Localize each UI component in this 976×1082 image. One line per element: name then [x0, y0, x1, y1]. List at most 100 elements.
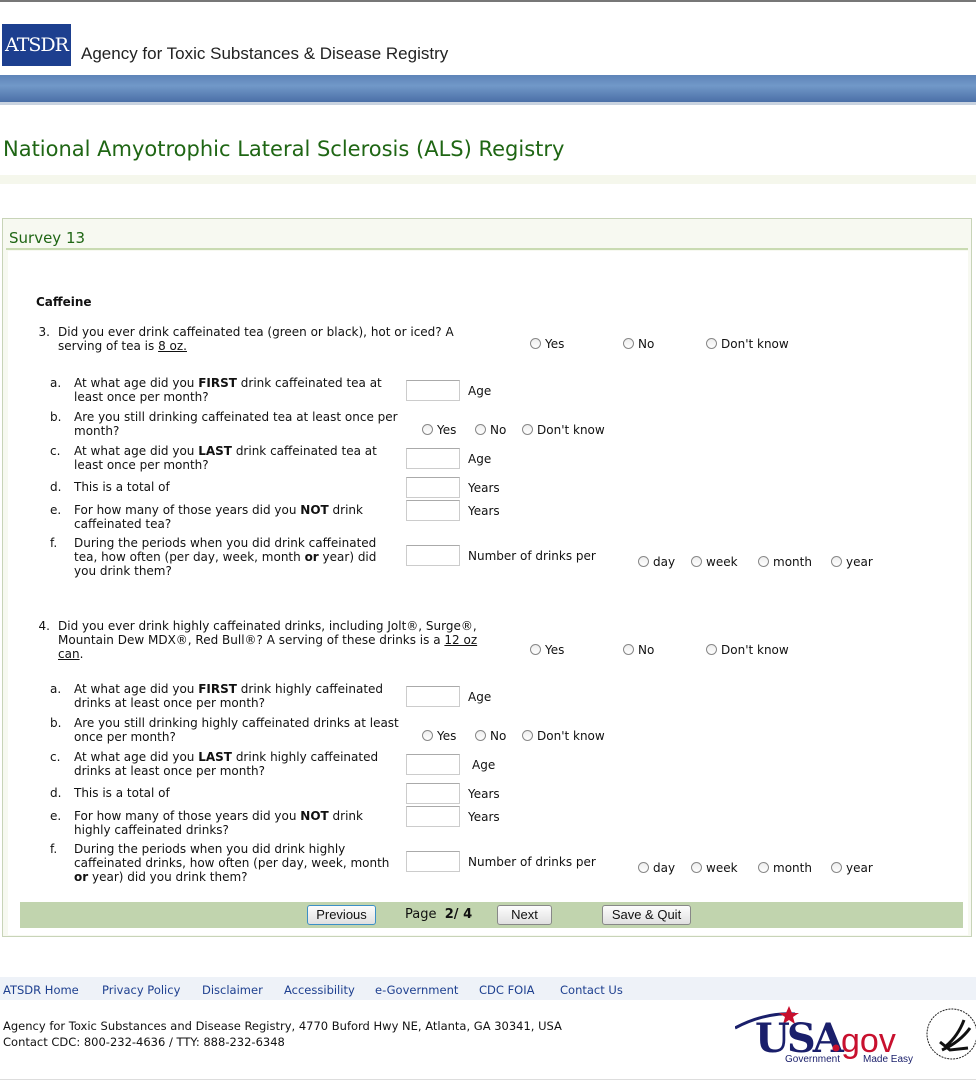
- footer-link-egov[interactable]: e-Government: [375, 983, 459, 997]
- unit-label: Number of drinks per: [468, 549, 596, 563]
- radio-year[interactable]: year: [831, 861, 873, 875]
- sub-letter: d.: [50, 786, 62, 800]
- answer-input[interactable]: [406, 500, 460, 521]
- radio-yes[interactable]: Yes: [422, 423, 456, 437]
- sub-question-text: At what age did you LAST drink highly ca…: [74, 750, 379, 778]
- sub-question-text: At what age did you FIRST drink highly c…: [74, 682, 384, 710]
- radio-week[interactable]: week: [691, 861, 738, 875]
- radio-button[interactable]: [422, 730, 433, 741]
- sub-letter: d.: [50, 480, 62, 494]
- radio-button[interactable]: [638, 862, 649, 873]
- radio-button[interactable]: [706, 644, 717, 655]
- radio-label: year: [846, 861, 873, 875]
- answer-input[interactable]: [406, 686, 460, 707]
- radio-button[interactable]: [530, 338, 541, 349]
- footer-link-accessibility[interactable]: Accessibility: [284, 983, 355, 997]
- radio-button[interactable]: [691, 556, 702, 567]
- radio-button[interactable]: [638, 556, 649, 567]
- radio-yes[interactable]: Yes: [530, 337, 564, 351]
- radio-no[interactable]: No: [475, 423, 506, 437]
- radio-button[interactable]: [831, 556, 842, 567]
- footer-link-contact[interactable]: Contact Us: [560, 983, 623, 997]
- question-text: Did you ever drink caffeinated tea (gree…: [58, 325, 454, 353]
- radio-month[interactable]: month: [758, 861, 812, 875]
- question-text: Did you ever drink highly caffeinated dr…: [58, 619, 478, 661]
- radio-button[interactable]: [691, 862, 702, 873]
- answer-input[interactable]: [406, 783, 460, 804]
- radio-label: week: [706, 861, 738, 875]
- radio-label: No: [490, 729, 507, 743]
- radio-no[interactable]: No: [623, 337, 654, 351]
- radio-yes[interactable]: Yes: [422, 729, 456, 743]
- divider: [0, 175, 976, 184]
- footer-link-foia[interactable]: CDC FOIA: [479, 983, 535, 997]
- radio-button[interactable]: [706, 338, 717, 349]
- radio-button[interactable]: [623, 338, 634, 349]
- radio-yes[interactable]: Yes: [530, 643, 564, 657]
- radio-button[interactable]: [623, 644, 634, 655]
- sub-letter: f.: [50, 536, 58, 550]
- radio-button[interactable]: [831, 862, 842, 873]
- button-bar: [20, 902, 963, 928]
- radio-label: month: [773, 861, 812, 875]
- answer-input[interactable]: [406, 806, 460, 827]
- question-number: 3.: [38, 325, 50, 339]
- sub-question-text: During the periods when you did drink hi…: [74, 842, 390, 884]
- answer-input[interactable]: [406, 545, 460, 566]
- svg-text:USA: USA: [755, 1015, 845, 1062]
- radio-week[interactable]: week: [691, 555, 738, 569]
- emphasis: or: [74, 870, 89, 884]
- next-button[interactable]: Next: [497, 905, 552, 925]
- section-heading: Caffeine: [36, 295, 92, 309]
- unit-label: Age: [468, 690, 492, 704]
- page-label: Page: [405, 907, 437, 922]
- radio-button[interactable]: [758, 556, 769, 567]
- answer-input[interactable]: [406, 380, 460, 401]
- answer-input[interactable]: [406, 851, 460, 872]
- unit-label: Age: [472, 758, 496, 772]
- sub-letter: f.: [50, 842, 58, 856]
- radio-button[interactable]: [522, 424, 533, 435]
- radio-button[interactable]: [758, 862, 769, 873]
- radio-dont-know[interactable]: Don't know: [706, 337, 789, 351]
- radio-dont-know[interactable]: Don't know: [522, 423, 605, 437]
- radio-dont-know[interactable]: Don't know: [522, 729, 605, 743]
- atsdr-logo[interactable]: ATSDR: [2, 24, 71, 66]
- radio-button[interactable]: [522, 730, 533, 741]
- radio-no[interactable]: No: [623, 643, 654, 657]
- top-border: [0, 0, 976, 2]
- emphasis: or: [304, 550, 319, 564]
- radio-dont-know[interactable]: Don't know: [706, 643, 789, 657]
- unit-label: Years: [468, 504, 500, 518]
- previous-button[interactable]: Previous: [307, 905, 376, 925]
- radio-year[interactable]: year: [831, 555, 873, 569]
- unit-label: Years: [468, 787, 500, 801]
- footer-link-privacy[interactable]: Privacy Policy: [102, 983, 181, 997]
- answer-input[interactable]: [406, 754, 460, 775]
- footer-link-atsdr-home[interactable]: ATSDR Home: [3, 983, 79, 997]
- footer-link-disclaimer[interactable]: Disclaimer: [202, 983, 263, 997]
- hhs-seal[interactable]: [924, 1006, 976, 1062]
- nav-bar: [0, 75, 976, 105]
- radio-label: Don't know: [537, 729, 605, 743]
- radio-day[interactable]: day: [638, 861, 675, 875]
- serving-size: 8 oz.: [158, 339, 187, 353]
- save-quit-button[interactable]: Save & Quit: [602, 905, 691, 925]
- answer-input[interactable]: [406, 477, 460, 498]
- sub-question-text: This is a total of: [74, 480, 170, 494]
- sub-letter: c.: [50, 750, 61, 764]
- radio-no[interactable]: No: [475, 729, 506, 743]
- sub-question-text: For how many of those years did you NOT …: [74, 809, 363, 837]
- radio-button[interactable]: [475, 424, 486, 435]
- answer-input[interactable]: [406, 448, 460, 469]
- divider: [6, 248, 968, 250]
- radio-button[interactable]: [475, 730, 486, 741]
- sub-letter: c.: [50, 444, 61, 458]
- radio-day[interactable]: day: [638, 555, 675, 569]
- radio-button[interactable]: [422, 424, 433, 435]
- radio-month[interactable]: month: [758, 555, 812, 569]
- radio-button[interactable]: [530, 644, 541, 655]
- survey-body: [8, 251, 968, 935]
- usagov-logo[interactable]: USA gov Government Made Easy: [735, 1006, 920, 1064]
- unit-label: Years: [468, 481, 500, 495]
